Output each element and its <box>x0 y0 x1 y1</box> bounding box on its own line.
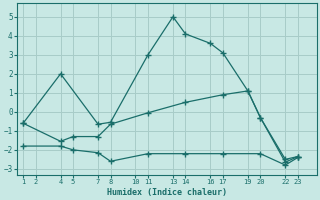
X-axis label: Humidex (Indice chaleur): Humidex (Indice chaleur) <box>107 188 227 197</box>
